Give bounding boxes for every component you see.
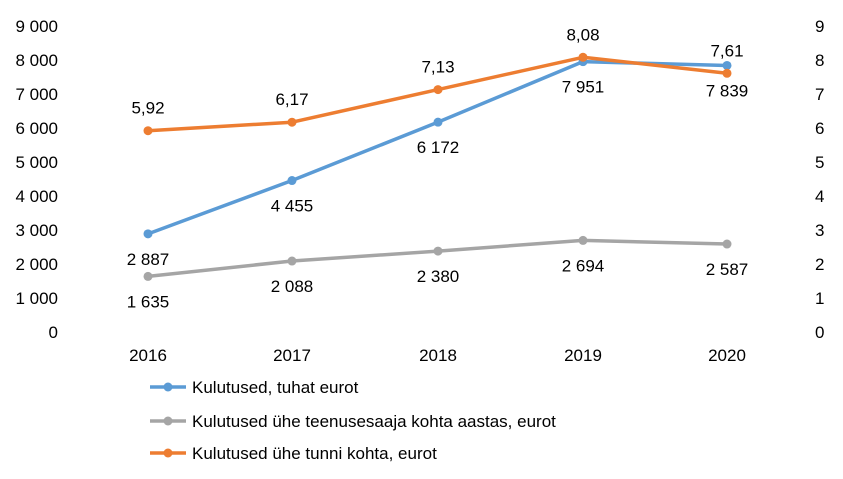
y-left-tick-label: 1 000 bbox=[15, 289, 58, 308]
y-left-tick-label: 6 000 bbox=[15, 119, 58, 138]
y-right-tick-label: 9 bbox=[815, 17, 824, 36]
data-point bbox=[433, 85, 443, 95]
data-label: 8,08 bbox=[566, 25, 599, 44]
y-right-tick-label: 2 bbox=[815, 255, 824, 274]
data-label: 7 839 bbox=[706, 81, 749, 100]
y-left-tick-label: 4 000 bbox=[15, 187, 58, 206]
data-point bbox=[578, 235, 588, 245]
legend-label: Kulutused, tuhat eurot bbox=[192, 378, 359, 397]
legend-label: Kulutused ühe teenusesaaja kohta aastas,… bbox=[192, 412, 556, 431]
x-tick-label: 2020 bbox=[708, 346, 746, 365]
data-point bbox=[722, 239, 732, 249]
y-right-tick-label: 6 bbox=[815, 119, 824, 138]
data-label: 6 172 bbox=[417, 138, 460, 157]
data-point bbox=[578, 52, 588, 62]
data-label: 4 455 bbox=[271, 197, 314, 216]
data-label: 2 694 bbox=[562, 256, 605, 275]
data-label: 7 951 bbox=[562, 78, 605, 97]
y-left-tick-label: 0 bbox=[49, 323, 58, 342]
data-label: 2 088 bbox=[271, 277, 314, 296]
y-right-tick-label: 1 bbox=[815, 289, 824, 308]
data-point bbox=[433, 117, 443, 127]
data-point bbox=[287, 176, 297, 186]
data-label: 1 635 bbox=[127, 292, 170, 311]
data-point bbox=[143, 126, 153, 136]
y-right-tick-label: 3 bbox=[815, 221, 824, 240]
y-right-tick-label: 8 bbox=[815, 51, 824, 70]
legend-marker bbox=[163, 382, 173, 392]
x-tick-label: 2019 bbox=[564, 346, 602, 365]
y-right-tick-label: 7 bbox=[815, 85, 824, 104]
y-left-tick-label: 2 000 bbox=[15, 255, 58, 274]
data-point bbox=[143, 229, 153, 239]
y-left-tick-label: 3 000 bbox=[15, 221, 58, 240]
legend-label: Kulutused ühe tunni kohta, eurot bbox=[192, 444, 437, 463]
data-label: 2 887 bbox=[127, 250, 170, 269]
data-label: 7,61 bbox=[710, 41, 743, 60]
legend-marker bbox=[163, 416, 173, 426]
data-label: 7,13 bbox=[421, 58, 454, 77]
data-point bbox=[722, 60, 732, 70]
data-point bbox=[143, 271, 153, 281]
data-label: 2 380 bbox=[417, 267, 460, 286]
legend-marker bbox=[163, 448, 173, 458]
y-left-tick-label: 7 000 bbox=[15, 85, 58, 104]
y-right-tick-label: 5 bbox=[815, 153, 824, 172]
y-right-tick-label: 0 bbox=[815, 323, 824, 342]
x-tick-label: 2018 bbox=[419, 346, 457, 365]
x-tick-label: 2016 bbox=[129, 346, 167, 365]
y-right-tick-label: 4 bbox=[815, 187, 824, 206]
data-point bbox=[287, 256, 297, 266]
x-tick-label: 2017 bbox=[273, 346, 311, 365]
data-point bbox=[722, 68, 732, 78]
y-left-tick-label: 9 000 bbox=[15, 17, 58, 36]
data-point bbox=[287, 117, 297, 127]
data-point bbox=[433, 246, 443, 256]
data-label: 6,17 bbox=[275, 90, 308, 109]
y-left-tick-label: 8 000 bbox=[15, 51, 58, 70]
data-label: 5,92 bbox=[131, 99, 164, 118]
data-label: 2 587 bbox=[706, 260, 749, 279]
y-left-tick-label: 5 000 bbox=[15, 153, 58, 172]
